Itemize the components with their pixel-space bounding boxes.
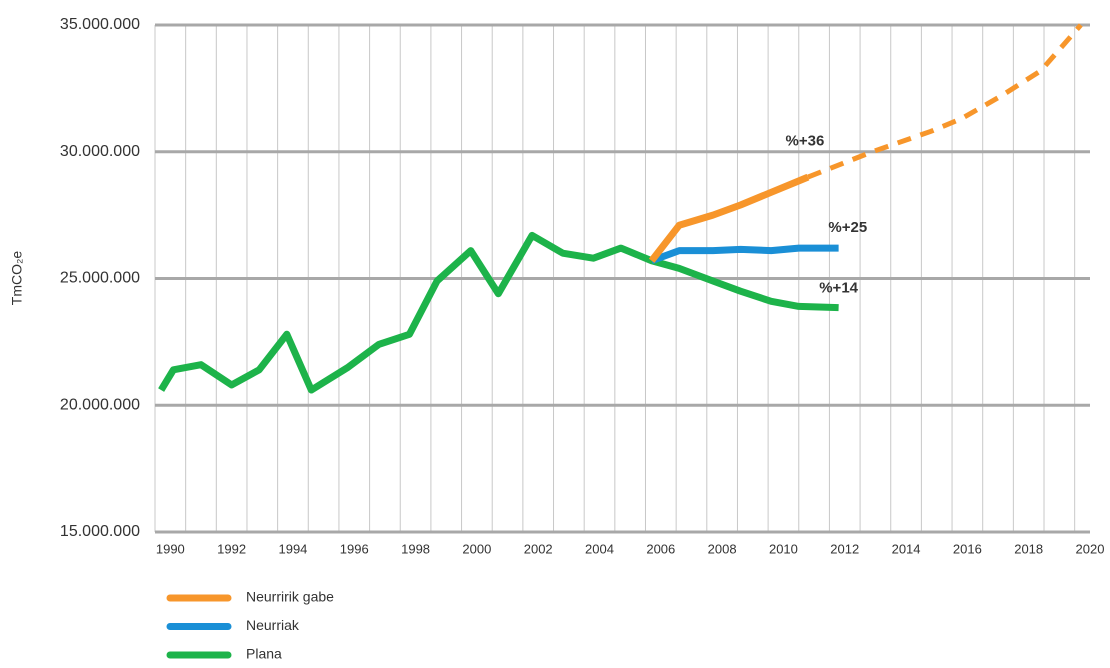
- x-tick-label: 2014: [892, 541, 921, 556]
- x-tick-label: 1992: [217, 541, 246, 556]
- x-tick-label: 1990: [156, 541, 185, 556]
- x-tick-label: 2006: [646, 541, 675, 556]
- x-tick-label: 2004: [585, 541, 614, 556]
- projection-line: [807, 23, 1083, 180]
- annotation: %+25: [828, 219, 867, 236]
- y-tick-label: 30.000.000: [60, 143, 140, 160]
- series-line: [648, 173, 810, 263]
- x-tick-label: 2020: [1076, 541, 1105, 556]
- legend-label: Neurririk gabe: [246, 589, 334, 605]
- series-line: [158, 231, 839, 394]
- legend-label: Neurriak: [246, 617, 300, 633]
- x-tick-label: 2010: [769, 541, 798, 556]
- x-tick-label: 2012: [830, 541, 859, 556]
- x-tick-label: 1994: [278, 541, 307, 556]
- y-axis-label: TmCO₂e: [9, 251, 25, 306]
- x-tick-label: 2016: [953, 541, 982, 556]
- x-tick-label: 2008: [708, 541, 737, 556]
- annotation: %+14: [819, 280, 858, 297]
- x-tick-label: 2000: [462, 541, 491, 556]
- series-line: [650, 244, 839, 265]
- annotation: %+36: [786, 133, 825, 150]
- x-tick-label: 2002: [524, 541, 553, 556]
- legend-label: Plana: [246, 646, 282, 662]
- y-tick-label: 20.000.000: [60, 396, 140, 413]
- x-tick-label: 1996: [340, 541, 369, 556]
- x-tick-label: 1998: [401, 541, 430, 556]
- y-tick-label: 35.000.000: [60, 16, 140, 33]
- y-tick-label: 15.000.000: [60, 523, 140, 540]
- y-tick-label: 25.000.000: [60, 270, 140, 287]
- x-tick-label: 2018: [1014, 541, 1043, 556]
